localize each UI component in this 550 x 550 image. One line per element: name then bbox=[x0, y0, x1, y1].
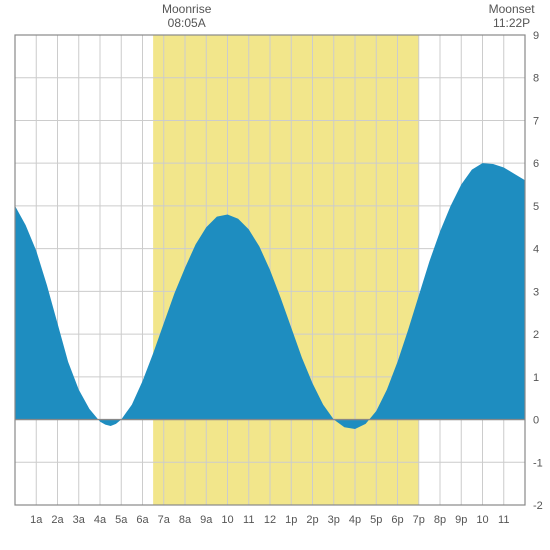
x-tick-label: 8a bbox=[179, 514, 192, 526]
y-tick-label: 1 bbox=[533, 372, 539, 384]
chart-svg: 1a2a3a4a5a6a7a8a9a1011121p2p3p4p5p6p7p8p… bbox=[0, 0, 550, 550]
x-tick-label: 5a bbox=[115, 514, 128, 526]
x-tick-label: 2a bbox=[51, 514, 64, 526]
x-tick-label: 7p bbox=[413, 514, 425, 526]
y-tick-label: 5 bbox=[533, 201, 539, 213]
y-tick-label: 0 bbox=[533, 415, 539, 427]
y-tick-label: -1 bbox=[533, 457, 543, 469]
x-tick-label: 1p bbox=[285, 514, 297, 526]
x-tick-label: 1a bbox=[30, 514, 43, 526]
x-tick-label: 6a bbox=[136, 514, 149, 526]
x-tick-label: 4p bbox=[349, 514, 361, 526]
y-tick-label: 7 bbox=[533, 115, 539, 127]
y-tick-label: 8 bbox=[533, 73, 539, 85]
y-tick-label: 2 bbox=[533, 329, 539, 341]
tide-chart: 1a2a3a4a5a6a7a8a9a1011121p2p3p4p5p6p7p8p… bbox=[0, 0, 550, 550]
x-tick-label: 3a bbox=[73, 514, 86, 526]
x-tick-label: 10 bbox=[476, 514, 488, 526]
x-tick-label: 8p bbox=[434, 514, 446, 526]
y-tick-label: 6 bbox=[533, 158, 539, 170]
x-tick-label: 11 bbox=[243, 514, 254, 526]
moonrise-value: 08:05A bbox=[168, 16, 206, 30]
x-tick-label: 9p bbox=[455, 514, 467, 526]
x-tick-label: 11 bbox=[498, 514, 509, 526]
y-tick-label: 3 bbox=[533, 286, 539, 298]
x-tick-label: 2p bbox=[306, 514, 318, 526]
y-tick-label: -2 bbox=[533, 500, 543, 512]
x-tick-label: 12 bbox=[264, 514, 276, 526]
moonset-label: Moonset bbox=[489, 2, 536, 16]
moonset-value: 11:22P bbox=[493, 16, 530, 30]
x-tick-label: 4a bbox=[94, 514, 107, 526]
moonrise-label: Moonrise bbox=[162, 2, 212, 16]
x-tick-label: 6p bbox=[391, 514, 403, 526]
x-tick-label: 5p bbox=[370, 514, 382, 526]
x-tick-label: 3p bbox=[328, 514, 340, 526]
x-tick-label: 7a bbox=[158, 514, 171, 526]
y-tick-label: 4 bbox=[533, 244, 539, 256]
y-tick-label: 9 bbox=[533, 30, 539, 42]
x-tick-label: 10 bbox=[221, 514, 233, 526]
x-tick-label: 9a bbox=[200, 514, 213, 526]
